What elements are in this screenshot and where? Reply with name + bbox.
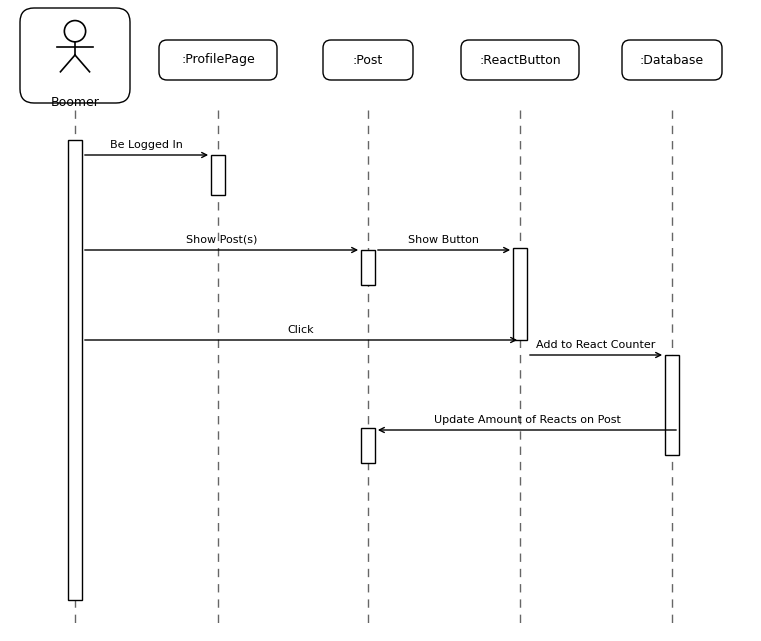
Bar bbox=[211, 155, 225, 195]
FancyBboxPatch shape bbox=[622, 40, 722, 80]
FancyBboxPatch shape bbox=[20, 8, 130, 103]
Text: Show Post(s): Show Post(s) bbox=[186, 235, 257, 245]
Bar bbox=[361, 428, 375, 463]
Bar bbox=[513, 248, 527, 340]
Text: Show Button: Show Button bbox=[409, 235, 479, 245]
Text: Boomer: Boomer bbox=[50, 96, 100, 109]
FancyBboxPatch shape bbox=[323, 40, 413, 80]
Text: Click: Click bbox=[288, 325, 314, 335]
FancyBboxPatch shape bbox=[159, 40, 277, 80]
Text: Update Amount of Reacts on Post: Update Amount of Reacts on Post bbox=[434, 415, 620, 425]
Text: :Post: :Post bbox=[353, 53, 383, 67]
Text: Add to React Counter: Add to React Counter bbox=[537, 340, 656, 350]
Text: :Database: :Database bbox=[640, 53, 704, 67]
Bar bbox=[361, 250, 375, 285]
FancyBboxPatch shape bbox=[461, 40, 579, 80]
Text: :ReactButton: :ReactButton bbox=[479, 53, 561, 67]
Text: Be Logged In: Be Logged In bbox=[110, 140, 183, 150]
Bar bbox=[68, 140, 82, 600]
Bar bbox=[665, 355, 679, 455]
Text: :ProfilePage: :ProfilePage bbox=[181, 53, 255, 67]
